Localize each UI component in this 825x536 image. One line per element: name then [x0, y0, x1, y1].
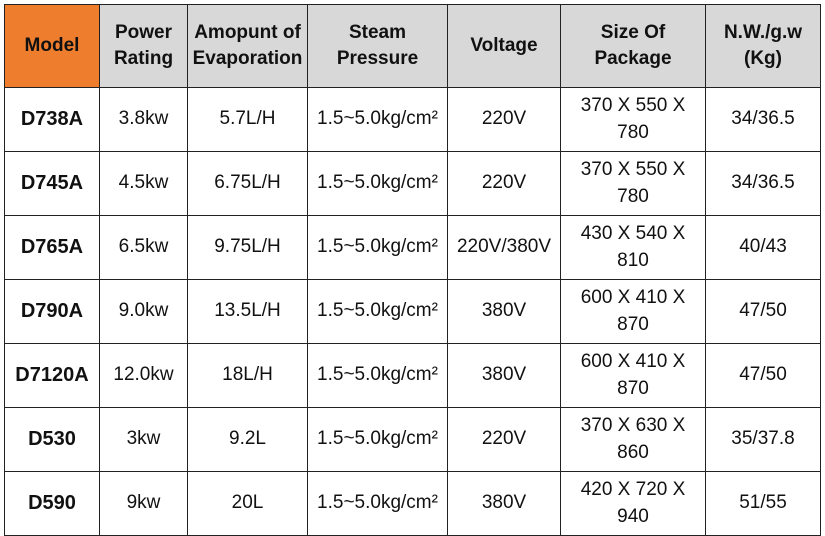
pressure-cell: 1.5~5.0kg/cm² [307, 471, 448, 536]
table-row: D790A 9.0kw 13.5L/H 1.5~5.0kg/cm² 380V 6… [4, 279, 821, 344]
package-cell: 600 X 410 X 870 [560, 343, 706, 408]
model-cell: D7120A [4, 343, 100, 408]
package-cell: 370 X 550 X 780 [560, 151, 706, 216]
table-row: D745A 4.5kw 6.75L/H 1.5~5.0kg/cm² 220V 3… [4, 151, 821, 216]
package-cell: 370 X 550 X 780 [560, 87, 706, 152]
table-row: D590 9kw 20L 1.5~5.0kg/cm² 380V 420 X 72… [4, 471, 821, 536]
model-cell: D530 [4, 407, 100, 472]
evaporation-cell: 6.75L/H [187, 151, 308, 216]
power-cell: 4.5kw [99, 151, 188, 216]
model-cell: D790A [4, 279, 100, 344]
power-cell: 12.0kw [99, 343, 188, 408]
header-voltage: Voltage [447, 4, 561, 88]
power-cell: 9.0kw [99, 279, 188, 344]
package-cell: 420 X 720 X 940 [560, 471, 706, 536]
weight-cell: 35/37.8 [705, 407, 821, 472]
table-row: D7120A 12.0kw 18L/H 1.5~5.0kg/cm² 380V 6… [4, 343, 821, 408]
voltage-cell: 380V [447, 279, 561, 344]
voltage-cell: 380V [447, 471, 561, 536]
evaporation-cell: 9.75L/H [187, 215, 308, 280]
header-model: Model [4, 4, 100, 88]
pressure-cell: 1.5~5.0kg/cm² [307, 87, 448, 152]
pressure-cell: 1.5~5.0kg/cm² [307, 215, 448, 280]
voltage-cell: 220V [447, 407, 561, 472]
spec-table-container: Model Power Rating Amopunt of Evaporatio… [4, 4, 821, 536]
power-cell: 6.5kw [99, 215, 188, 280]
evaporation-cell: 13.5L/H [187, 279, 308, 344]
model-cell: D745A [4, 151, 100, 216]
evaporation-cell: 18L/H [187, 343, 308, 408]
power-cell: 9kw [99, 471, 188, 536]
pressure-cell: 1.5~5.0kg/cm² [307, 279, 448, 344]
spec-table: Model Power Rating Amopunt of Evaporatio… [4, 4, 821, 536]
package-cell: 430 X 540 X 810 [560, 215, 706, 280]
power-cell: 3kw [99, 407, 188, 472]
header-power-rating: Power Rating [99, 4, 188, 88]
table-row: D765A 6.5kw 9.75L/H 1.5~5.0kg/cm² 220V/3… [4, 215, 821, 280]
pressure-cell: 1.5~5.0kg/cm² [307, 343, 448, 408]
weight-cell: 47/50 [705, 279, 821, 344]
header-steam-pressure: Steam Pressure [307, 4, 448, 88]
power-cell: 3.8kw [99, 87, 188, 152]
voltage-cell: 380V [447, 343, 561, 408]
evaporation-cell: 5.7L/H [187, 87, 308, 152]
weight-cell: 34/36.5 [705, 151, 821, 216]
evaporation-cell: 9.2L [187, 407, 308, 472]
weight-cell: 40/43 [705, 215, 821, 280]
evaporation-cell: 20L [187, 471, 308, 536]
table-row: D530 3kw 9.2L 1.5~5.0kg/cm² 220V 370 X 6… [4, 407, 821, 472]
weight-cell: 47/50 [705, 343, 821, 408]
pressure-cell: 1.5~5.0kg/cm² [307, 407, 448, 472]
header-weight: N.W./g.w (Kg) [705, 4, 821, 88]
package-cell: 600 X 410 X 870 [560, 279, 706, 344]
voltage-cell: 220V [447, 151, 561, 216]
weight-cell: 34/36.5 [705, 87, 821, 152]
header-evaporation: Amopunt of Evaporation [187, 4, 308, 88]
package-cell: 370 X 630 X 860 [560, 407, 706, 472]
model-cell: D738A [4, 87, 100, 152]
pressure-cell: 1.5~5.0kg/cm² [307, 151, 448, 216]
model-cell: D765A [4, 215, 100, 280]
weight-cell: 51/55 [705, 471, 821, 536]
header-package-size: Size Of Package [560, 4, 706, 88]
voltage-cell: 220V [447, 87, 561, 152]
table-row: D738A 3.8kw 5.7L/H 1.5~5.0kg/cm² 220V 37… [4, 87, 821, 152]
model-cell: D590 [4, 471, 100, 536]
header-row: Model Power Rating Amopunt of Evaporatio… [4, 4, 821, 88]
voltage-cell: 220V/380V [447, 215, 561, 280]
